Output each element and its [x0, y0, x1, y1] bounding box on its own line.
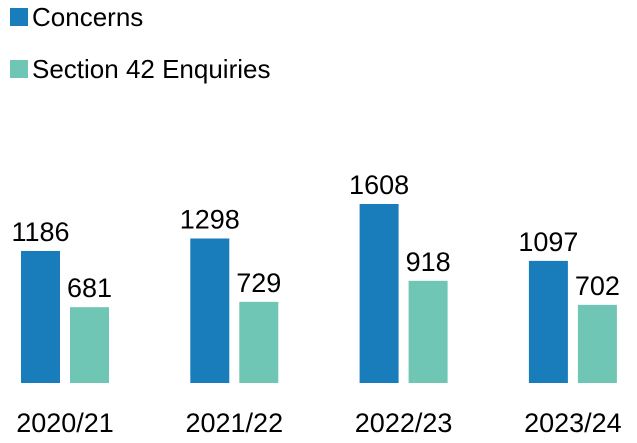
- value-label: 918: [406, 247, 451, 277]
- bar: [528, 260, 568, 383]
- bar: [239, 301, 279, 383]
- value-label: 1608: [349, 170, 409, 200]
- x-tick-label: 2022/23: [355, 408, 453, 438]
- bar: [70, 307, 109, 383]
- value-label: 702: [575, 271, 620, 301]
- legend-swatch: [10, 60, 28, 78]
- value-label: 1186: [11, 217, 69, 247]
- x-tick-label: 2020/21: [16, 408, 114, 438]
- value-label: 681: [67, 273, 112, 303]
- bar: [190, 238, 230, 383]
- value-label: 1298: [180, 205, 240, 235]
- x-tick-label: 2023/24: [524, 408, 622, 438]
- bar: [359, 204, 399, 383]
- legend-swatch: [10, 8, 28, 26]
- value-label: 1097: [518, 227, 578, 257]
- bar: [408, 280, 448, 383]
- bar: [577, 304, 617, 383]
- bar: [21, 250, 60, 383]
- legend-label: Section 42 Enquiries: [32, 54, 270, 84]
- legend-label: Concerns: [32, 2, 143, 32]
- value-label: 729: [236, 268, 281, 298]
- x-tick-label: 2021/22: [185, 408, 283, 438]
